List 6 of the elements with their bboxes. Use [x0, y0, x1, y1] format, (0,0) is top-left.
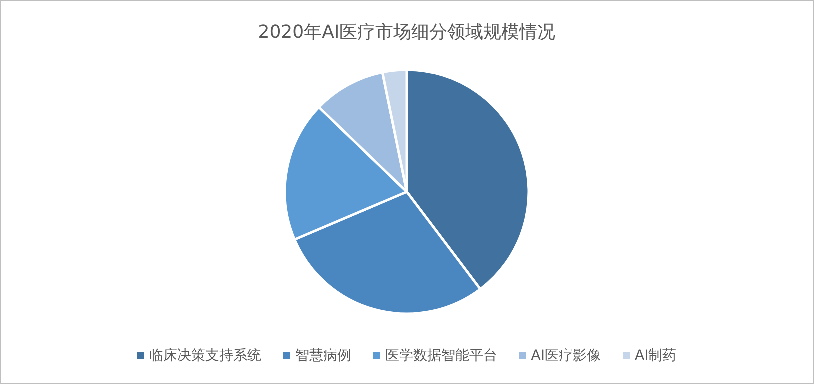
legend-label: 智慧病例	[295, 348, 352, 364]
legend-label: AI制药	[635, 348, 677, 364]
legend-label: 医学数据智能平台	[385, 348, 498, 364]
legend-label: 临床决策支持系统	[149, 348, 262, 364]
legend-label: AI医疗影像	[531, 348, 601, 364]
chart-title: 2020年AI医疗市场细分领域规模情况	[258, 22, 556, 43]
